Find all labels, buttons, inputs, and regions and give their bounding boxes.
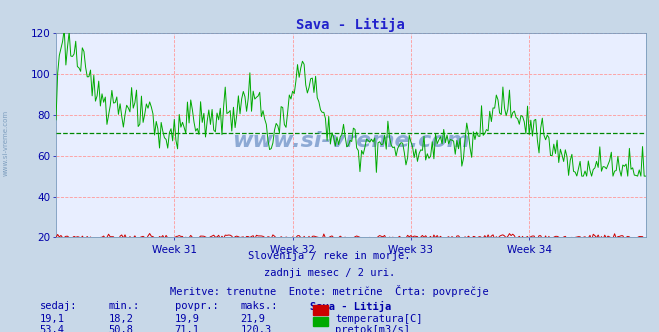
Text: Sava - Litija: Sava - Litija [310,301,391,312]
Text: Meritve: trenutne  Enote: metrične  Črta: povprečje: Meritve: trenutne Enote: metrične Črta: … [170,285,489,297]
Text: 19,9: 19,9 [175,314,200,324]
Text: 18,2: 18,2 [109,314,134,324]
Text: 21,9: 21,9 [241,314,266,324]
Text: Slovenija / reke in morje.: Slovenija / reke in morje. [248,251,411,261]
Text: 19,1: 19,1 [40,314,65,324]
Text: maks.:: maks.: [241,301,278,311]
Title: Sava - Litija: Sava - Litija [297,18,405,32]
Text: 50,8: 50,8 [109,325,134,332]
Text: povpr.:: povpr.: [175,301,218,311]
Text: temperatura[C]: temperatura[C] [335,314,423,324]
Text: www.si-vreme.com: www.si-vreme.com [232,131,470,151]
Text: 120,3: 120,3 [241,325,272,332]
Text: pretok[m3/s]: pretok[m3/s] [335,325,411,332]
Text: www.si-vreme.com: www.si-vreme.com [2,110,9,176]
Text: 53,4: 53,4 [40,325,65,332]
Text: min.:: min.: [109,301,140,311]
Text: zadnji mesec / 2 uri.: zadnji mesec / 2 uri. [264,268,395,278]
Text: 71,1: 71,1 [175,325,200,332]
Text: sedaj:: sedaj: [40,301,77,311]
